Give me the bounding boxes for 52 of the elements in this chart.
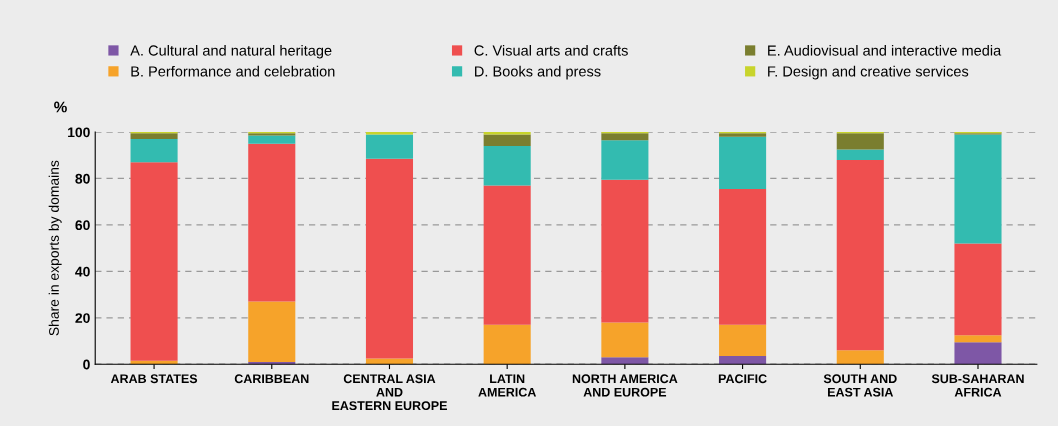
x-tick-label: LATIN AMERICA [478,374,537,397]
bar [954,342,1002,365]
text: % [54,101,67,113]
y-tick-label: 40 [75,266,90,277]
bar [954,335,1002,343]
legend-label: C. Visual arts and crafts [474,44,628,56]
bar [130,133,178,140]
bar [836,149,884,160]
bar [836,133,884,150]
legend-label: D. Books and press [475,65,601,80]
bar [483,185,531,325]
bar [601,357,649,365]
bar [836,159,884,351]
legend-label: B. Performance and celebration [131,65,335,77]
bar [483,134,531,146]
bar [719,324,767,357]
y-axis-title: Share in exports by domains [48,160,62,336]
bar [719,356,767,365]
y-tick-label: 20 [75,313,90,323]
y-tick-label: 60 [75,220,90,231]
bar [130,162,178,361]
x-tick-label: PACIFIC [718,374,767,384]
bar [130,139,178,163]
bar [954,243,1002,336]
bar [719,136,767,189]
y-tick-label: 80 [75,173,90,184]
bar [601,322,649,358]
bar [601,179,649,323]
legend-label: F. Design and creative services [768,65,969,80]
bar [601,133,649,141]
y-tick-label: 100 [68,127,90,138]
x-tick-label: ARAB STATES [110,374,198,384]
bar [601,140,649,180]
bar [248,301,296,362]
bar [483,145,531,186]
x-tick-label: SUB-SAHARAN AFRICA [931,374,1024,397]
x-tick-label: NORTH AMERICA AND EUROPE [572,374,678,397]
bar [719,188,767,325]
bar [248,143,296,302]
bar [248,135,296,144]
x-tick-label: CENTRAL ASIA AND EASTERN EUROPE [332,374,447,411]
legend-label: E. Audiovisual and interactive media [768,44,1002,56]
bar [365,134,414,159]
bar [954,134,1002,244]
x-tick-label: SOUTH AND EAST ASIA [823,374,897,397]
bar [365,358,414,365]
bar [836,350,884,365]
legend-label: A. Cultural and natural heritage [130,44,332,59]
bar [483,324,531,365]
y-tick-label: 0 [83,359,90,370]
bar [365,158,414,359]
x-tick-label: CARIBBEAN [234,374,309,384]
